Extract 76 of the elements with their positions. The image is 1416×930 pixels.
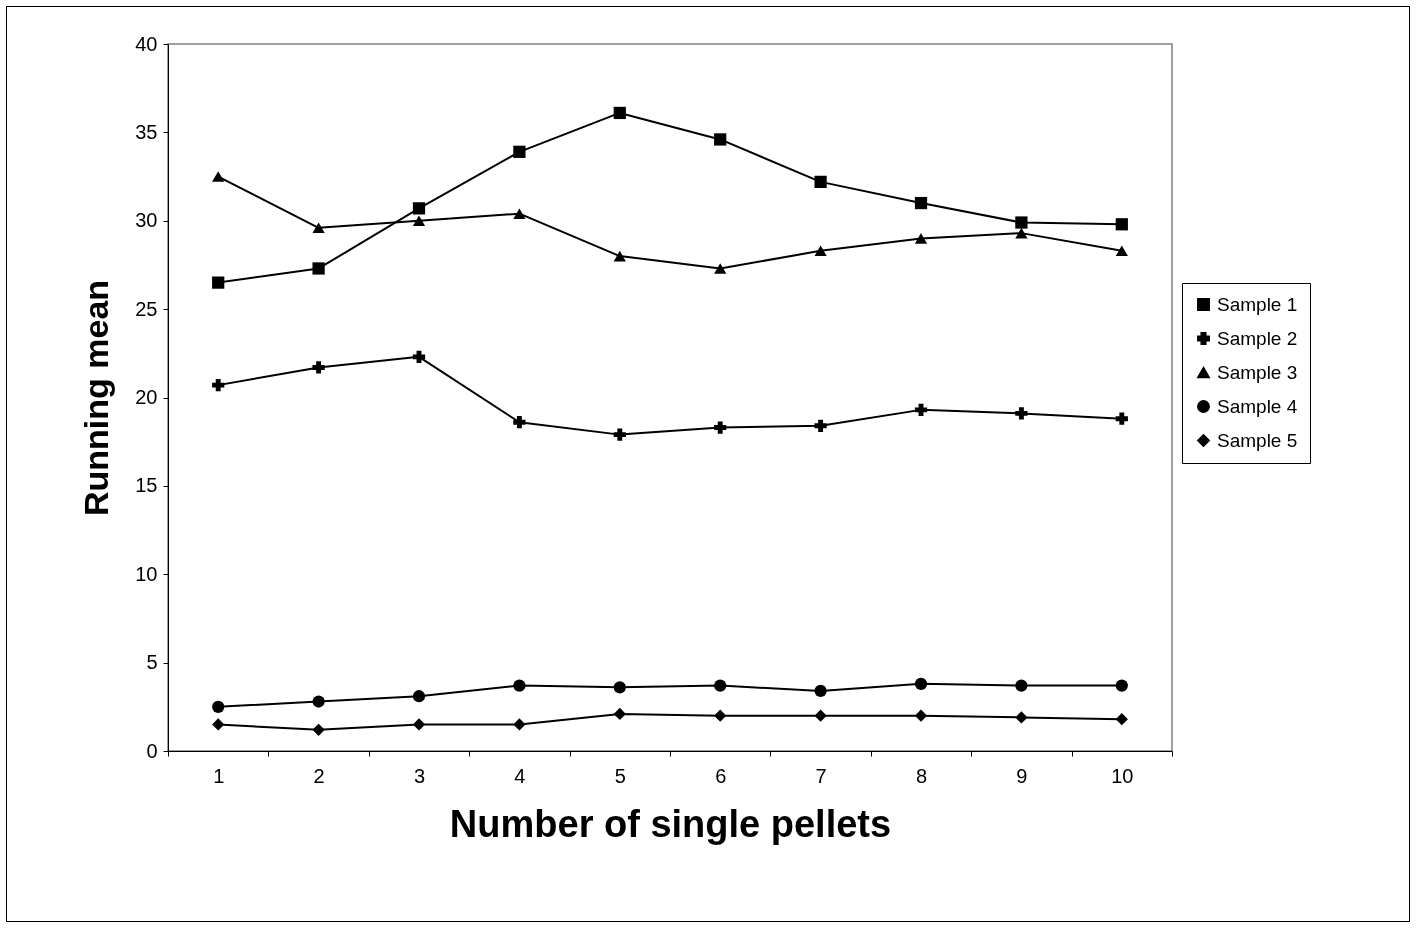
- point: [412, 202, 426, 215]
- point: [814, 684, 827, 698]
- point: [1015, 227, 1028, 239]
- point: [412, 215, 426, 227]
- point: [814, 175, 827, 188]
- point: [513, 145, 526, 158]
- y-tick-label: 35: [135, 120, 158, 143]
- y-tick-label: 40: [135, 32, 158, 55]
- x-tick-label: 7: [815, 764, 827, 787]
- x-tick-label: 5: [614, 764, 626, 787]
- y-tick-label: 30: [135, 209, 158, 232]
- y-tick-label: 5: [146, 651, 158, 674]
- point: [1115, 679, 1128, 692]
- point: [312, 222, 325, 234]
- point: [613, 250, 626, 262]
- x-tick-label: 3: [413, 764, 426, 787]
- point: [714, 709, 727, 722]
- point: [312, 361, 325, 374]
- point: [212, 718, 225, 731]
- point: [914, 403, 928, 416]
- point: [914, 709, 928, 722]
- point: [714, 679, 727, 692]
- point: [714, 421, 727, 434]
- point: [613, 707, 626, 721]
- point: [312, 723, 325, 736]
- point: [613, 681, 626, 694]
- x-axis-title: Number of single pellets: [449, 802, 892, 845]
- point: [814, 709, 827, 722]
- y-tick-label: 10: [135, 562, 158, 585]
- point: [613, 428, 626, 441]
- point: [814, 419, 827, 432]
- point: [513, 679, 526, 692]
- point: [914, 233, 928, 244]
- x-tick-label: 2: [313, 764, 325, 787]
- x-tick-label: 8: [915, 764, 928, 787]
- point: [1015, 216, 1028, 229]
- legend-label: Sample 2: [1217, 327, 1298, 349]
- point: [312, 695, 325, 708]
- point: [412, 690, 426, 703]
- x-tick-label: 6: [715, 764, 727, 787]
- legend-label: Sample 5: [1217, 429, 1298, 451]
- point: [613, 106, 626, 120]
- point: [513, 208, 526, 219]
- x-tick-label: 4: [514, 764, 526, 787]
- point: [1115, 412, 1128, 425]
- point: [412, 718, 426, 731]
- legend-label: Sample 4: [1217, 395, 1298, 417]
- point: [212, 700, 225, 713]
- y-tick-label: 0: [146, 739, 158, 762]
- point: [1115, 713, 1128, 726]
- legend-label: Sample 3: [1217, 361, 1298, 383]
- point: [1015, 711, 1028, 724]
- legend-label: Sample 1: [1217, 293, 1298, 315]
- point: [513, 718, 526, 731]
- point: [914, 196, 928, 210]
- point: [714, 133, 727, 146]
- y-tick-label: 20: [135, 386, 158, 408]
- y-tick-label: 15: [135, 474, 158, 497]
- point: [1115, 218, 1128, 231]
- point: [814, 245, 827, 257]
- x-tick-label: 10: [1111, 764, 1134, 787]
- point: [714, 263, 727, 274]
- point: [212, 171, 225, 182]
- y-tick-label: 25: [135, 297, 158, 320]
- point: [1115, 245, 1128, 257]
- y-axis-title: Running mean: [77, 279, 116, 517]
- point: [412, 350, 426, 363]
- x-tick-label: 9: [1016, 764, 1028, 787]
- point: [312, 262, 325, 275]
- point: [1015, 679, 1028, 692]
- point: [212, 379, 225, 392]
- x-tick-label: 1: [213, 764, 225, 787]
- point: [513, 416, 526, 429]
- point: [914, 677, 928, 690]
- point: [212, 276, 225, 289]
- point: [1015, 407, 1028, 420]
